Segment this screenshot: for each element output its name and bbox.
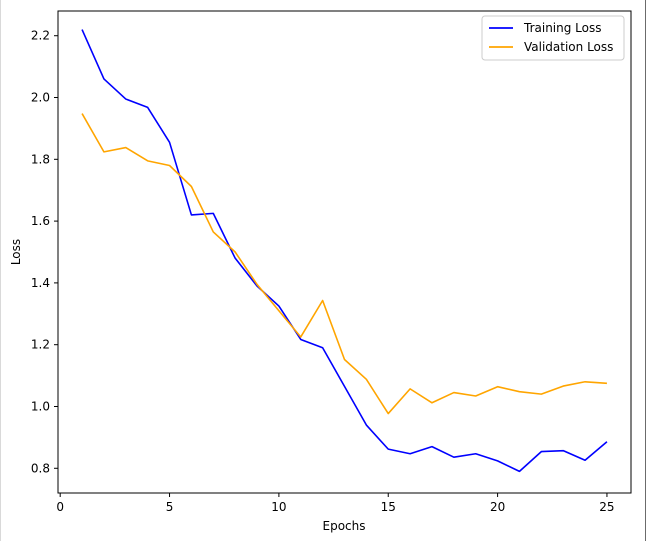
x-tick-label: 0: [56, 500, 64, 514]
legend-label-training-loss: Training Loss: [523, 21, 601, 35]
legend-box: [481, 15, 625, 61]
y-tick-label: 1.6: [31, 214, 50, 228]
plot-area-frame: [57, 10, 632, 494]
x-tick-label: 20: [490, 500, 505, 514]
x-tick-label: 25: [599, 500, 614, 514]
y-axis: 0.8 1.0 1.2 1.4 1.6 1.8 2.0 2.2: [31, 29, 58, 475]
y-tick-label: 2.0: [31, 91, 50, 105]
x-tick-label: 15: [381, 500, 396, 514]
y-tick-label: 1.4: [31, 276, 50, 290]
y-tick-label: 1.0: [31, 399, 50, 413]
y-tick-label: 1.2: [31, 338, 50, 352]
x-tick-label: 5: [166, 500, 174, 514]
y-tick-label: 2.2: [31, 29, 50, 43]
y-tick-label: 1.8: [31, 152, 50, 166]
screenshot-edge-left: [0, 0, 1, 541]
x-axis-label: Epochs: [323, 519, 366, 533]
x-tick-label: 10: [271, 500, 286, 514]
series-line-training-loss: [81, 29, 608, 473]
y-axis-label: Loss: [9, 239, 23, 265]
series-layer: [81, 29, 608, 473]
legend: Training Loss Validation Loss: [481, 15, 625, 61]
x-axis: 0 5 10 15 20 25: [56, 493, 615, 514]
legend-label-validation-loss: Validation Loss: [524, 40, 613, 54]
series-line-validation-loss: [81, 113, 607, 415]
y-tick-label: 0.8: [31, 461, 50, 475]
